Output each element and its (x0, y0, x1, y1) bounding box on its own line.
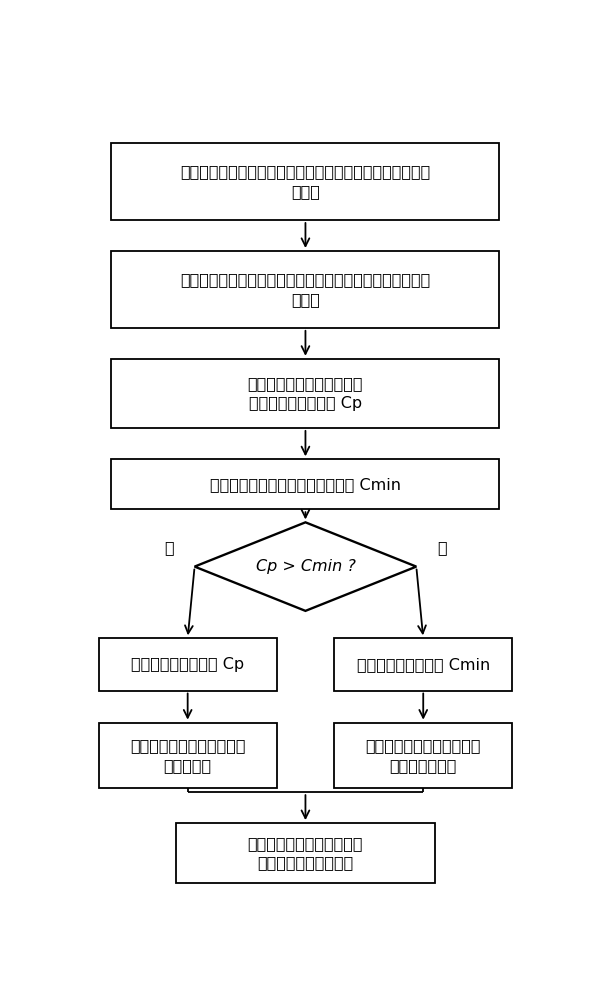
Text: 根据信号周期分别计算出各
个相位绿灯时间: 根据信号周期分别计算出各 个相位绿灯时间 (365, 738, 481, 773)
Bar (99, 638, 277, 691)
Text: 是: 是 (164, 540, 174, 555)
Bar (176, 823, 434, 883)
Bar (334, 638, 512, 691)
Text: 计算基于所有岔口行人过街
最短时间的周期时长 Cp: 计算基于所有岔口行人过街 最短时间的周期时长 Cp (248, 376, 363, 411)
Text: 交叉口周期时长取值 Cp: 交叉口周期时长取值 Cp (131, 657, 244, 672)
Bar (334, 723, 512, 788)
Text: 否: 否 (437, 540, 446, 555)
Text: 利用历史左转车道流量和饱和车头时距计算所有左转相位绿
灯时间: 利用历史左转车道流量和饱和车头时距计算所有左转相位绿 灯时间 (181, 272, 430, 307)
Text: 各相位绿灯时间取值为上文
计算所得值: 各相位绿灯时间取值为上文 计算所得值 (130, 738, 246, 773)
Text: 根据计算得到的信号配时方
案，下发信号机执行。: 根据计算得到的信号配时方 案，下发信号机执行。 (248, 836, 363, 870)
Polygon shape (194, 522, 416, 611)
Bar (111, 143, 499, 220)
Text: Cp > Cmin ?: Cp > Cmin ? (256, 559, 355, 574)
Text: 计算所有岔口行人过街最短时间，作为相交方向直行相位绿
灯时间: 计算所有岔口行人过街最短时间，作为相交方向直行相位绿 灯时间 (181, 164, 430, 199)
Text: 交叉口周期时长取值 Cmin: 交叉口周期时长取值 Cmin (356, 657, 490, 672)
Bar (111, 459, 499, 509)
Bar (99, 723, 277, 788)
Text: 计算基于流量数据的最短周期时长 Cmin: 计算基于流量数据的最短周期时长 Cmin (210, 477, 401, 492)
Bar (111, 359, 499, 428)
Bar (111, 251, 499, 328)
